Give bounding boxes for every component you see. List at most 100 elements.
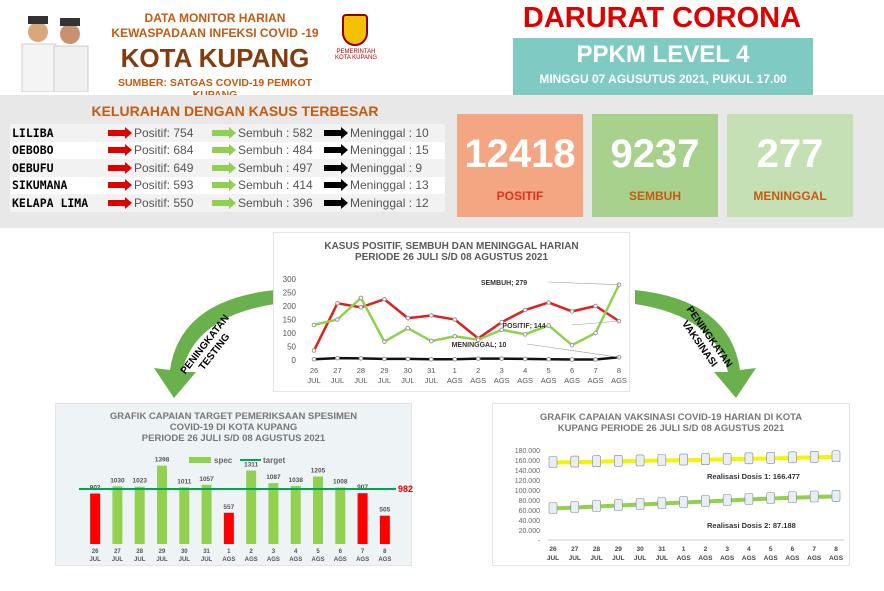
officials-photo — [8, 10, 98, 93]
y-tick-label: 140.000 — [515, 468, 540, 475]
dosis2-vial-marker — [592, 500, 601, 512]
meninggal-point — [358, 356, 364, 361]
dosis1-vial-marker — [744, 452, 754, 465]
y-tick-label: 50 — [287, 343, 296, 352]
table-row: SIKUMANA Positif: 593 Sembuh : 414 Menin… — [10, 177, 445, 195]
sembuh-count: Sembuh : 484 — [238, 143, 313, 158]
legend-target-label: target — [263, 456, 286, 465]
y-tick-label: 0 — [292, 356, 297, 365]
arrow-right-icon — [324, 144, 348, 157]
positif-point — [452, 317, 458, 322]
annotation-dosis1: Realisasi Dosis 1: 166.477 — [707, 472, 800, 481]
bar-value-label: 907 — [357, 484, 368, 491]
chart-title: GRAFIK CAPAIAN TARGET PEMERIKSAAN SPESIM… — [109, 411, 358, 422]
specimen-bar — [290, 485, 301, 544]
positif-count: Positif: 684 — [134, 143, 194, 158]
dosis2-vial-marker — [722, 494, 732, 506]
specimen-bar — [112, 486, 123, 544]
x-tick-label: 31 JUL — [201, 549, 213, 563]
bar-value-label: 557 — [223, 504, 234, 511]
y-tick-label: 200 — [283, 302, 297, 311]
specimen-bar — [90, 493, 101, 544]
sembuh-count: Sembuh : 497 — [238, 160, 313, 175]
y-tick-label: 120.000 — [515, 478, 540, 485]
arrow-right-icon — [324, 161, 348, 174]
arrow-right-icon — [212, 196, 236, 209]
chart-subtitle: KUPANG PERIODE 26 JULI S/D 08 AGUSTUS 20… — [557, 423, 785, 434]
stat-sembuh: 9237 SEMBUH — [592, 114, 718, 217]
sembuh-point — [429, 338, 434, 344]
sembuh-count: Sembuh : 582 — [238, 125, 313, 140]
y-tick-label: 250 — [283, 289, 297, 298]
vaccination-chart: GRAFIK CAPAIAN VAKSINASI COVID-19 HARIAN… — [492, 403, 850, 566]
x-tick-label: 26 JUL — [547, 546, 559, 562]
table-row: OEBOBO Positif: 684 Sembuh : 484 Meningg… — [10, 142, 445, 160]
meninggal-point — [499, 356, 504, 361]
sembuh-point — [593, 330, 598, 336]
ppkm-banner: PPKM LEVEL 4 MINGGU 07 AGUSUTUS 2021, PU… — [513, 38, 813, 96]
x-tick-label: 5 AGS — [764, 546, 779, 562]
bar-value-label: 1398 — [155, 457, 170, 464]
y-tick-label: 100 — [283, 329, 297, 338]
arrow-right-icon — [212, 179, 236, 192]
stat-meninggal: 277 MENINGGAL — [727, 114, 853, 217]
x-tick-label: 27 JUL — [569, 546, 581, 562]
x-tick-label: 1 AGS — [222, 549, 235, 563]
specimen-bar — [134, 486, 145, 544]
x-tick-label: 26 JUL — [89, 549, 101, 563]
dosis1-vial-marker — [570, 455, 580, 468]
stat-label: MENINGGAL — [753, 189, 827, 203]
positif-point — [358, 305, 364, 310]
x-tick-label: 8 AGS — [611, 366, 627, 385]
arrow-right-icon — [108, 179, 132, 192]
positif-point — [522, 307, 528, 313]
x-tick-label: 3 AGS — [720, 546, 735, 562]
specimen-bar — [313, 476, 323, 544]
arrow-right-icon — [324, 126, 348, 139]
x-tick-label: 2 AGS — [245, 549, 258, 563]
positif-point — [405, 315, 411, 321]
y-tick-label: 40.000 — [519, 518, 541, 525]
dosis1-vial-marker — [766, 452, 775, 464]
bar-value-label: 1087 — [266, 474, 281, 481]
x-tick-label: 29 JUL — [612, 546, 624, 562]
specimen-bar — [223, 512, 234, 544]
sembuh-point — [405, 325, 411, 331]
meninggal-point — [311, 356, 317, 362]
logo-text: PEMERINTAH KOTA KUPANG — [334, 49, 378, 61]
sembuh-point — [546, 323, 551, 328]
dosis1-vial-marker — [548, 456, 558, 468]
specimen-bar — [246, 470, 257, 544]
meninggal-count: Meninggal : 9 — [350, 160, 423, 175]
sembuh-count: Sembuh : 396 — [238, 195, 313, 210]
x-tick-label: 27 JUL — [331, 366, 344, 385]
sembuh-count: Sembuh : 414 — [238, 178, 313, 193]
bar-value-label: 1311 — [244, 462, 258, 469]
meninggal-point — [452, 356, 458, 362]
annotation-leader — [547, 281, 620, 285]
annotation-sembuh: SEMBUH; 279 — [481, 280, 527, 287]
x-tick-label: 29 JUL — [156, 549, 168, 563]
testing-arrow: PENINGKATANTESTING — [154, 290, 275, 398]
table-row: OEBUFU Positif: 649 Sembuh : 497 Meningg… — [10, 159, 445, 177]
city-title: KOTA KUPANG — [120, 43, 310, 73]
specimen-bar — [268, 483, 279, 544]
bar-value-label: 1011 — [177, 478, 191, 485]
meninggal-point — [569, 357, 575, 362]
x-tick-label: 26 JUL — [307, 366, 320, 385]
x-tick-label: 7 AGS — [356, 549, 369, 563]
x-tick-label: 4 AGS — [289, 549, 302, 563]
positif-point — [593, 303, 598, 309]
stat-value: 12418 — [464, 132, 576, 176]
emergency-title: DARURAT CORONA — [522, 2, 802, 34]
y-tick-label: 60.000 — [519, 508, 541, 515]
sembuh-point — [452, 333, 458, 339]
x-tick-label: 7 AGS — [807, 546, 822, 562]
meninggal-point — [405, 356, 411, 362]
chart-title: GRAFIK CAPAIAN VAKSINASI COVID-19 HARIAN… — [539, 412, 803, 423]
dosis2-vial-marker — [614, 499, 623, 511]
positif-point — [499, 319, 504, 325]
stat-label: POSITIF — [496, 189, 544, 203]
target-value-label: 982 — [398, 484, 413, 494]
y-tick-label: 300 — [283, 275, 297, 284]
